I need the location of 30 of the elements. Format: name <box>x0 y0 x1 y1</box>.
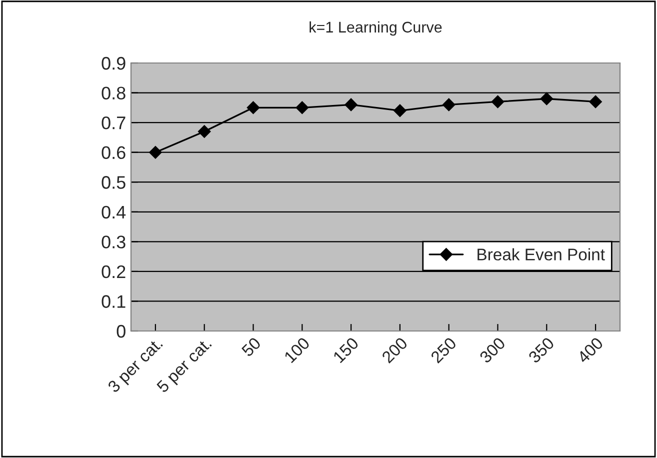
chart-title: k=1 Learning Curve <box>310 21 442 36</box>
point <box>246 101 260 114</box>
point <box>442 98 456 112</box>
y-tick-label: 0.9 <box>102 56 126 70</box>
x-tick-label: 100 <box>284 336 310 364</box>
point <box>296 101 309 114</box>
point <box>149 146 162 159</box>
x-tick-label: 150 <box>332 336 360 364</box>
y-tick-label: 0.8 <box>102 86 126 100</box>
x-tick-label: 300 <box>478 336 506 364</box>
x-tick-label: 50 <box>240 336 262 358</box>
x-tick-label: 350 <box>528 336 555 364</box>
y-tick-label: 0.3 <box>102 236 126 248</box>
x-tick-label: 200 <box>381 336 408 364</box>
point <box>589 95 602 108</box>
point <box>491 95 504 108</box>
x-tick-label: 400 <box>576 336 604 364</box>
legend-label: Break Even Point <box>478 248 605 260</box>
x-tick-label: 250 <box>430 336 458 364</box>
point <box>540 92 554 106</box>
y-tick-label: 0.4 <box>102 206 126 219</box>
y-tick-label: 0.1 <box>102 295 126 308</box>
y-tick-label: 0.5 <box>102 176 126 189</box>
y-tick-label: 0.7 <box>102 116 126 130</box>
point <box>198 125 211 138</box>
y-tick-label: 0 <box>116 324 126 338</box>
point <box>394 104 406 118</box>
point <box>344 98 358 112</box>
y-tick-label: 0.2 <box>102 265 126 278</box>
y-tick-label: 0.6 <box>102 146 126 160</box>
